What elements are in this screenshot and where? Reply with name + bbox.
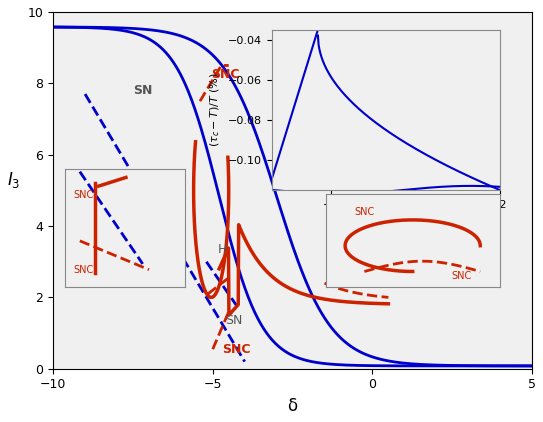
Text: SNC: SNC — [73, 265, 94, 275]
Text: H: H — [347, 273, 356, 285]
Text: SNC: SNC — [451, 271, 471, 281]
Text: SNC: SNC — [355, 207, 375, 217]
Y-axis label: $(\tau_c-T)/T$ (%): $(\tau_c-T)/T$ (%) — [209, 72, 222, 147]
X-axis label: δ: δ — [288, 397, 298, 415]
Text: SN: SN — [225, 314, 243, 327]
Y-axis label: $I_3$: $I_3$ — [7, 170, 20, 190]
Text: SNC: SNC — [211, 68, 239, 81]
Text: SNC: SNC — [222, 343, 251, 356]
X-axis label: $\delta$: $\delta$ — [381, 215, 390, 228]
Text: H: H — [218, 243, 227, 256]
Text: SN: SN — [133, 84, 153, 97]
Text: SNC: SNC — [73, 189, 94, 200]
